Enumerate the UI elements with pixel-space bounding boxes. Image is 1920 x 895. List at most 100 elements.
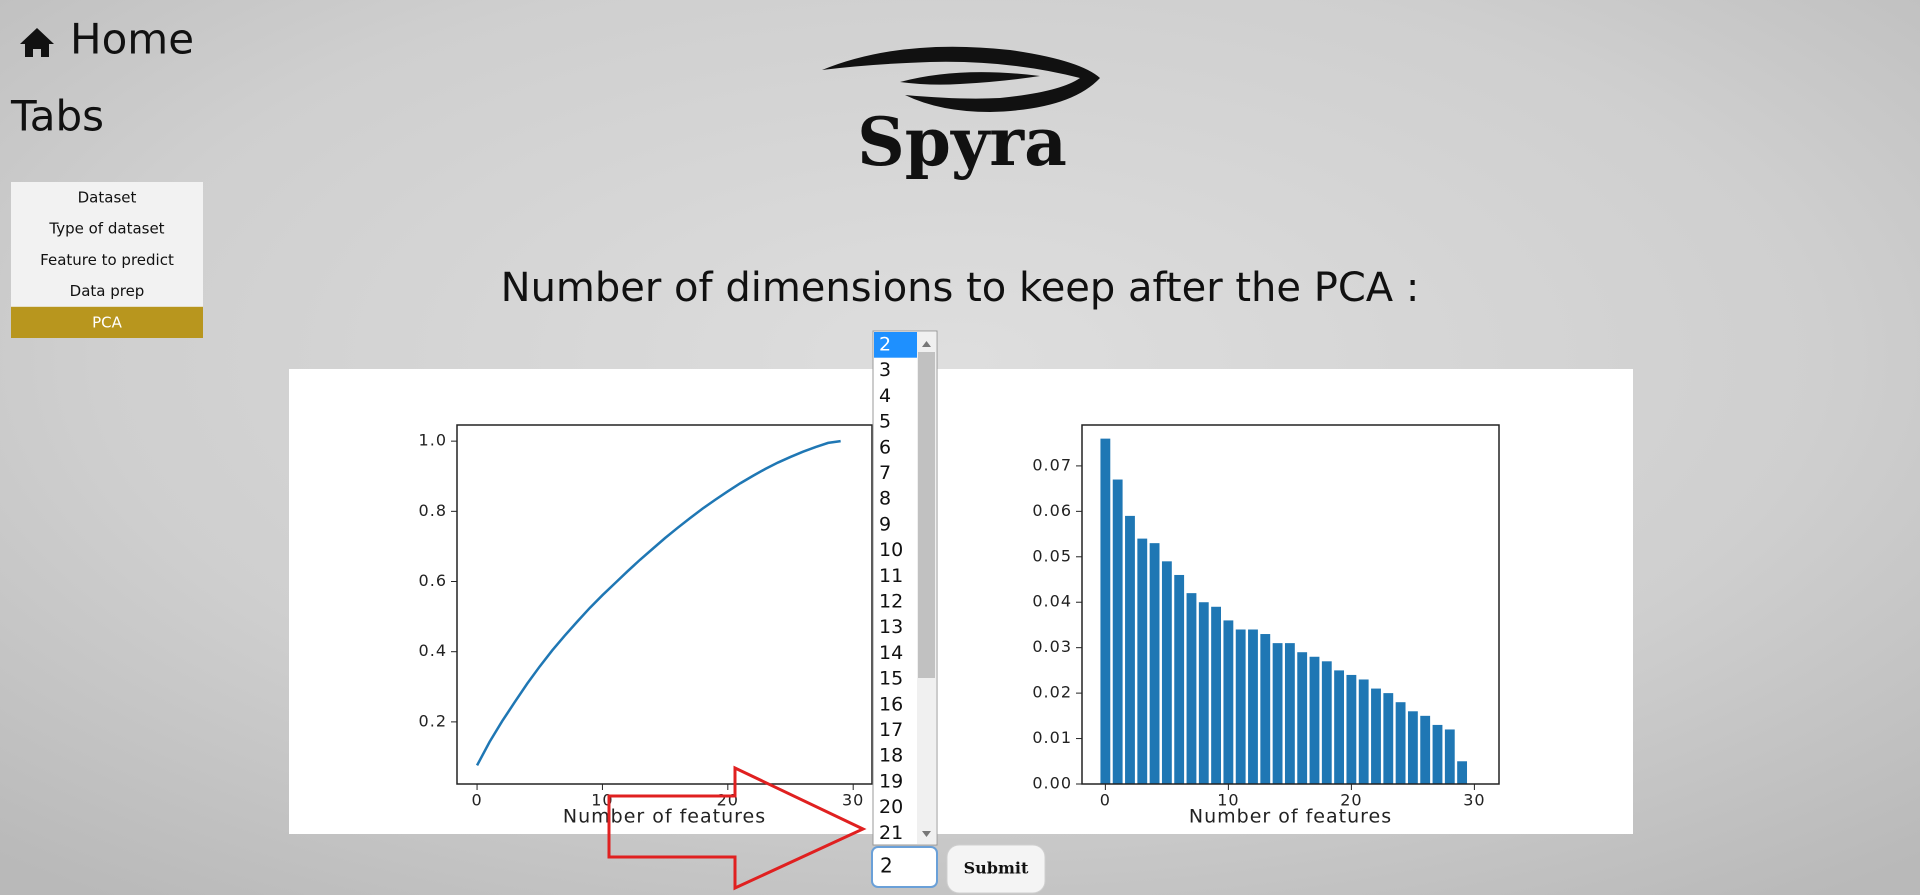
logo-text: Spyra [857, 103, 1067, 181]
submit-button[interactable]: Submit [946, 844, 1046, 894]
y-tick-label: 0.6 [419, 571, 447, 590]
charts-panel [289, 369, 1633, 834]
option[interactable]: 4 [879, 385, 891, 407]
option[interactable]: 7 [879, 462, 891, 484]
option[interactable]: 10 [879, 539, 903, 561]
bar [1432, 724, 1443, 784]
option[interactable]: 3 [879, 359, 891, 381]
axes-frame [1081, 424, 1500, 785]
bar [1125, 515, 1135, 784]
y-tick-label: 0.04 [1032, 592, 1072, 611]
y-tick-label: 0.4 [419, 641, 447, 660]
heading: Number of dimensions to keep after the P… [501, 265, 1420, 311]
y-tick-label: 0.05 [1032, 546, 1072, 565]
scroll-down[interactable] [922, 831, 931, 837]
submit-text: Submit [964, 859, 1029, 878]
y-tick-label: 0.8 [419, 501, 447, 520]
tab[interactable]: Data prep [70, 282, 145, 300]
home-icon [20, 28, 54, 57]
options: 2 3 4 5 6 7 8 9 10 11 12 13 14 15 16 17 18 19 20 21 [874, 332, 917, 844]
option[interactable]: 12 [879, 591, 903, 613]
option[interactable]: 13 [879, 616, 903, 638]
y-tick-label: 0.00 [1032, 774, 1072, 793]
bar [1309, 656, 1320, 784]
option[interactable]: 11 [879, 565, 903, 587]
logo-eye [822, 46, 1100, 112]
bar [1297, 652, 1308, 784]
bar [1395, 702, 1406, 784]
bar [1272, 643, 1283, 784]
option[interactable]: 2 [879, 334, 891, 356]
option[interactable]: 21 [879, 822, 903, 844]
y-tick-label: 0.07 [1032, 455, 1072, 474]
bar [1334, 670, 1345, 784]
option[interactable]: 5 [879, 411, 891, 433]
option[interactable]: 16 [879, 693, 903, 715]
tabs: Dataset Type of dataset Feature to predict… [11, 189, 203, 338]
bar [1383, 693, 1394, 784]
x-tick-label: 0 [471, 791, 482, 810]
charts: 0 10 20 30 0.2 0.4 0.6 0.8 1.0 Number of features… [419, 424, 1500, 828]
bar [1186, 593, 1197, 784]
option[interactable]: 9 [879, 513, 891, 535]
option[interactable]: 20 [879, 796, 903, 818]
bar [1161, 561, 1172, 784]
bar [1420, 715, 1431, 784]
chart: 0 10 20 30 0.00 0.01 0.02 0.03 0.04 0.05 0.06 0.07 N… [1032, 424, 1500, 828]
bar [1407, 711, 1418, 784]
input-value: 2 [880, 854, 893, 878]
option[interactable]: 19 [879, 770, 903, 792]
x-axis-label: Number of features [1189, 806, 1392, 828]
y-tick-label: 0.2 [419, 711, 447, 730]
logo-eye-inner [900, 72, 1040, 85]
x-tick-label: 30 [842, 791, 864, 810]
bar [1248, 629, 1258, 784]
scrollbar-thumb[interactable] [918, 352, 935, 678]
option[interactable]: 18 [879, 745, 903, 767]
bar [1321, 661, 1332, 784]
tab[interactable]: Dataset [78, 189, 137, 207]
tab[interactable]: Type of dataset [48, 220, 164, 238]
tab[interactable]: PCA [92, 313, 123, 331]
bar [1149, 543, 1160, 784]
bar [1284, 643, 1295, 784]
bar [1260, 634, 1271, 784]
home-text: Home [70, 15, 194, 64]
x-axis-label: Number of features [563, 806, 766, 828]
bar [1371, 688, 1381, 784]
bar [1137, 538, 1148, 784]
y-tick-label: 0.01 [1032, 728, 1072, 747]
bar [1174, 574, 1185, 784]
y-tick-label: 0.02 [1032, 683, 1072, 702]
option[interactable]: 6 [879, 436, 891, 458]
line-series [475, 439, 841, 766]
bar [1198, 602, 1209, 784]
tabs-title: Tabs [10, 92, 104, 141]
scroll-up[interactable] [922, 341, 931, 347]
tab[interactable]: Feature to predict [40, 251, 174, 269]
option[interactable]: 17 [879, 719, 903, 741]
option[interactable]: 14 [879, 642, 903, 664]
bar [1358, 679, 1369, 784]
x-tick-label: 30 [1463, 791, 1485, 810]
option[interactable]: 8 [879, 488, 891, 510]
number-input[interactable] [871, 846, 938, 888]
y-tick-label: 0.03 [1032, 637, 1072, 656]
axes-frame [456, 424, 873, 785]
logo: Spyra [822, 46, 1100, 181]
x-tick-label: 10 [1217, 791, 1239, 810]
home-link[interactable]: Home [20, 15, 194, 64]
bar [1346, 674, 1357, 784]
option[interactable]: 15 [879, 668, 903, 690]
bar [1112, 479, 1123, 784]
submit-box [946, 844, 1046, 894]
y-tick-label: 1.0 [419, 431, 447, 450]
x-tick-label: 10 [591, 791, 613, 810]
bar [1223, 620, 1234, 784]
x-tick-label: 20 [1340, 791, 1362, 810]
bar [1457, 761, 1468, 784]
y-tick-label: 0.06 [1032, 501, 1072, 520]
option-selected-bg [874, 332, 917, 358]
